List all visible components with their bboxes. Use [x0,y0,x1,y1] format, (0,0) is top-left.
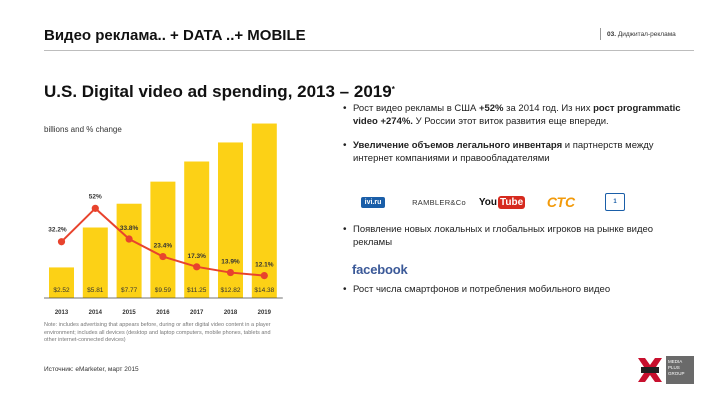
change-point-2017 [193,263,201,271]
chart-subtitle: billions and % change [44,125,122,134]
brand-logo: MEDIA PLUS GROUP [636,356,694,384]
bullet-inventory: Увеличение объемов легального инвентаря … [343,139,688,165]
change-point-2019 [260,272,268,280]
chart-title-text: U.S. Digital video ad spending, 2013 – 2… [44,82,392,101]
youtube-logo: You Tube [478,190,526,214]
header-divider [600,28,601,40]
x-tick-2019: 2019 [258,310,272,316]
source-note: Источник: eMarketer, март 2015 [44,366,139,373]
bullet-1-part-0: Увеличение объемов легального инвентаря [353,140,563,151]
bullet-1-part-1: и партнерств между интернет компаниями и… [353,140,654,164]
bar-value-label-2013: $2.52 [53,287,70,294]
slide-title: Видео реклама.. + DATA ..+ MOBILE [44,27,306,44]
section-label: 03. Диджитал-реклама [607,31,676,38]
header-rule [44,50,694,51]
bar-value-label-2016: $9.59 [155,287,172,294]
channel-one-logo: 1 [600,190,630,214]
x-tick-2014: 2014 [89,310,103,316]
change-label-2015: 33.8% [120,225,139,232]
bar-value-label-2018: $12.82 [221,287,241,294]
bullet-3-part-0: Рост числа смартфонов и потребления моби… [353,284,611,295]
chart-title: U.S. Digital video ad spending, 2013 – 2… [44,81,395,102]
brand-name-box: MEDIA PLUS GROUP [666,356,694,384]
bullet-2-part-0: Появление новых локальных и глобальных и… [353,224,654,248]
x-tick-2015: 2015 [122,310,136,316]
bullet-0-part-3: рост programmatic video +274%. [353,103,681,127]
chart-title-marker: * [391,85,395,94]
x-tick-2017: 2017 [190,310,204,316]
rambler-logo: RAMBLER&Co [412,197,466,207]
x-tick-2018: 2018 [224,310,238,316]
bar-2016 [150,181,176,298]
ivi-logo: ivi.ru [352,190,394,214]
bar-value-label-2015: $7.77 [121,287,138,294]
bullet-mobile: Рост числа смартфонов и потребления моби… [343,283,688,296]
bar-2013 [49,267,74,298]
brand-line-1: MEDIA [668,359,683,364]
bullet-0-part-2: за 2014 год. Из них [503,103,594,114]
youtube-logo-tube: Tube [498,195,526,209]
bar-value-label-2019: $14.38 [254,287,274,294]
brand-x-icon [638,358,662,382]
change-point-2016 [159,252,167,261]
change-label-2014: 52% [89,193,102,200]
bar-value-label-2014: $5.81 [87,287,104,294]
brand-line-3: GROUP [668,371,685,376]
x-tick-2013: 2013 [55,310,69,316]
channel-one-mark: 1 [605,193,625,211]
change-label-2019: 12.1% [255,262,274,269]
change-point-2014 [91,204,99,212]
video-ad-spending-chart: $2.52 2013 $5.81 2014 $7.77 2015 $9.59 2016 $11.… [44,123,283,316]
x-tick-2016: 2016 [156,310,170,316]
change-point-2013 [57,238,66,246]
bullet-0-part-0: Рост видео рекламы в США [353,103,479,114]
bullet-growth: Рост видео рекламы в США +52% за 2014 го… [343,102,688,128]
change-label-2013: 32.2% [48,227,67,234]
chart-note: Note: includes advertising that appears … [44,322,271,343]
youtube-logo-you: You [478,196,497,208]
bar-2019 [251,123,277,298]
partner-logos: ivi.ru RAMBLER&Co You Tube СТС 1 [352,190,642,214]
bar-value-label-2017: $11.25 [187,287,207,294]
bar-2017 [184,161,210,298]
facebook-logo: facebook [352,262,408,277]
bar-2014 [82,227,108,298]
change-label-2016: 23.4% [154,243,173,250]
bullet-0-part-4: У России этот виток развития еще впереди… [412,116,609,127]
section-number: 03. [607,31,617,38]
change-label-2018: 13.9% [221,259,240,266]
bar-2015 [116,203,142,298]
ivi-logo-text: ivi.ru [360,196,386,208]
bullet-list: Рост видео рекламы в США +52% за 2014 го… [343,102,688,296]
brand-line-2: PLUS [668,365,680,370]
section-name: Диджитал-реклама [617,31,676,38]
change-point-2018 [226,268,235,277]
bullet-new-players: Появление новых локальных и глобальных и… [343,223,688,249]
bullet-0-part-1: +52% [478,103,504,114]
stc-logo: СТС [546,194,576,210]
change-point-2015 [125,235,133,243]
change-label-2017: 17.3% [187,253,206,260]
